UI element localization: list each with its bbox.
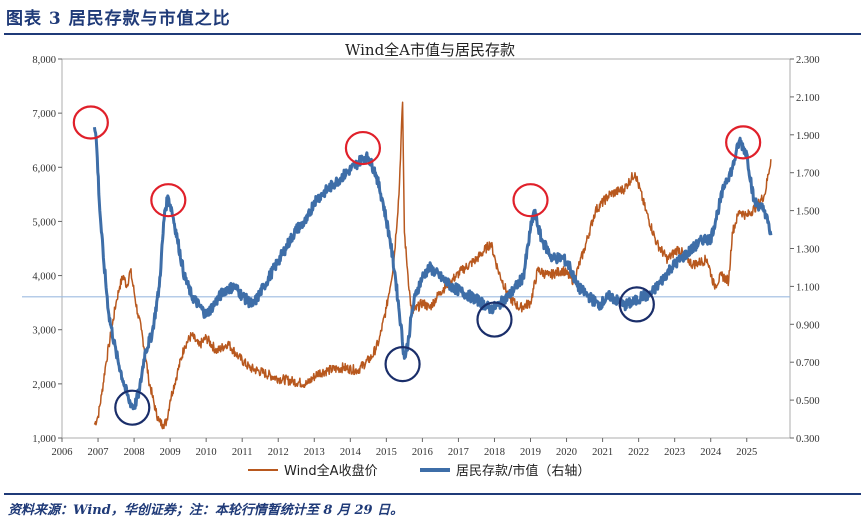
trough-circle-marker <box>384 345 421 383</box>
y-right-tick-label: 1.900 <box>796 131 820 142</box>
peak-circle-marker <box>512 183 549 218</box>
y-right-tick-label: 2.100 <box>796 93 820 104</box>
y-left-tick-label: 3,000 <box>32 326 56 337</box>
source-note: 资料来源：Wind，华创证券；注：本轮行情暂统计至 8 月 29 日。 <box>8 503 404 518</box>
legend: Wind全A收盘价 居民存款/市值（右轴） <box>248 463 590 479</box>
y-left-tick-label: 7,000 <box>32 109 56 120</box>
plot-area <box>61 58 791 439</box>
x-tick-label: 2025 <box>736 447 757 458</box>
x-tick-label: 2013 <box>304 447 325 458</box>
x-tick-label: 2019 <box>520 447 541 458</box>
y-left-tick-label: 6,000 <box>32 163 56 174</box>
y-left-tick-label: 8,000 <box>32 55 56 66</box>
markers <box>72 105 762 426</box>
x-tick-label: 2006 <box>52 447 73 458</box>
x-tick-label: 2010 <box>196 447 217 458</box>
x-tick-label: 2018 <box>484 447 505 458</box>
y-right-tick-label: 2.300 <box>796 55 820 66</box>
trough-circle-marker <box>618 286 655 323</box>
x-tick-label: 2009 <box>160 447 181 458</box>
y-right-tick-label: 0.300 <box>796 434 820 445</box>
x-tick-label: 2008 <box>124 447 145 458</box>
y-left-tick-label: 5,000 <box>32 217 56 228</box>
x-tick-label: 2016 <box>412 447 433 458</box>
x-tick-label: 2011 <box>232 447 253 458</box>
x-tick-label: 2022 <box>628 447 649 458</box>
trough-circle-marker <box>476 301 513 338</box>
x-tick-label: 2024 <box>700 447 722 458</box>
x-tick-label: 2014 <box>340 447 362 458</box>
y-right-tick-label: 0.500 <box>796 396 820 407</box>
y-right-tick-label: 0.900 <box>796 320 820 331</box>
y-right-tick-label: 1.300 <box>796 245 820 256</box>
peak-circle-marker <box>150 183 187 218</box>
peak-circle-marker <box>344 130 382 166</box>
source-divider <box>4 493 861 495</box>
x-tick-label: 2021 <box>592 447 613 458</box>
legend-label-wind-a: Wind全A收盘价 <box>284 463 378 479</box>
series-line-wind-a <box>93 101 772 430</box>
y-right-tick-label: 1.100 <box>796 282 820 293</box>
trough-circle-marker <box>114 389 151 426</box>
y-right-tick-label: 0.700 <box>796 358 820 369</box>
figure-title: 图表 3 居民存款与市值之比 <box>6 9 231 29</box>
x-tick-label: 2023 <box>664 447 685 458</box>
chart-title: Wind全A市值与居民存款 <box>345 41 515 59</box>
y-left-tick-label: 4,000 <box>32 272 56 283</box>
axis-ticks: 2006 2007 2008 2009 2010 2011 2012 2013 2014 2015… <box>32 55 819 458</box>
y-left-tick-label: 1,000 <box>32 434 56 445</box>
x-tick-label: 2007 <box>88 447 109 458</box>
y-left-tick-label: 2,000 <box>32 380 56 391</box>
peak-circle-marker <box>725 125 762 160</box>
x-tick-label: 2017 <box>448 447 469 458</box>
y-right-tick-label: 1.500 <box>796 207 820 218</box>
legend-label-deposit-ratio: 居民存款/市值（右轴） <box>456 463 590 479</box>
peak-circle-marker <box>72 105 109 140</box>
series-line-deposit-ratio <box>92 126 773 411</box>
x-tick-label: 2015 <box>376 447 397 458</box>
x-tick-label: 2012 <box>268 447 289 458</box>
series-lines <box>92 101 773 430</box>
y-right-tick-label: 1.700 <box>796 169 820 180</box>
title-divider <box>4 33 861 35</box>
x-tick-label: 2020 <box>556 447 577 458</box>
